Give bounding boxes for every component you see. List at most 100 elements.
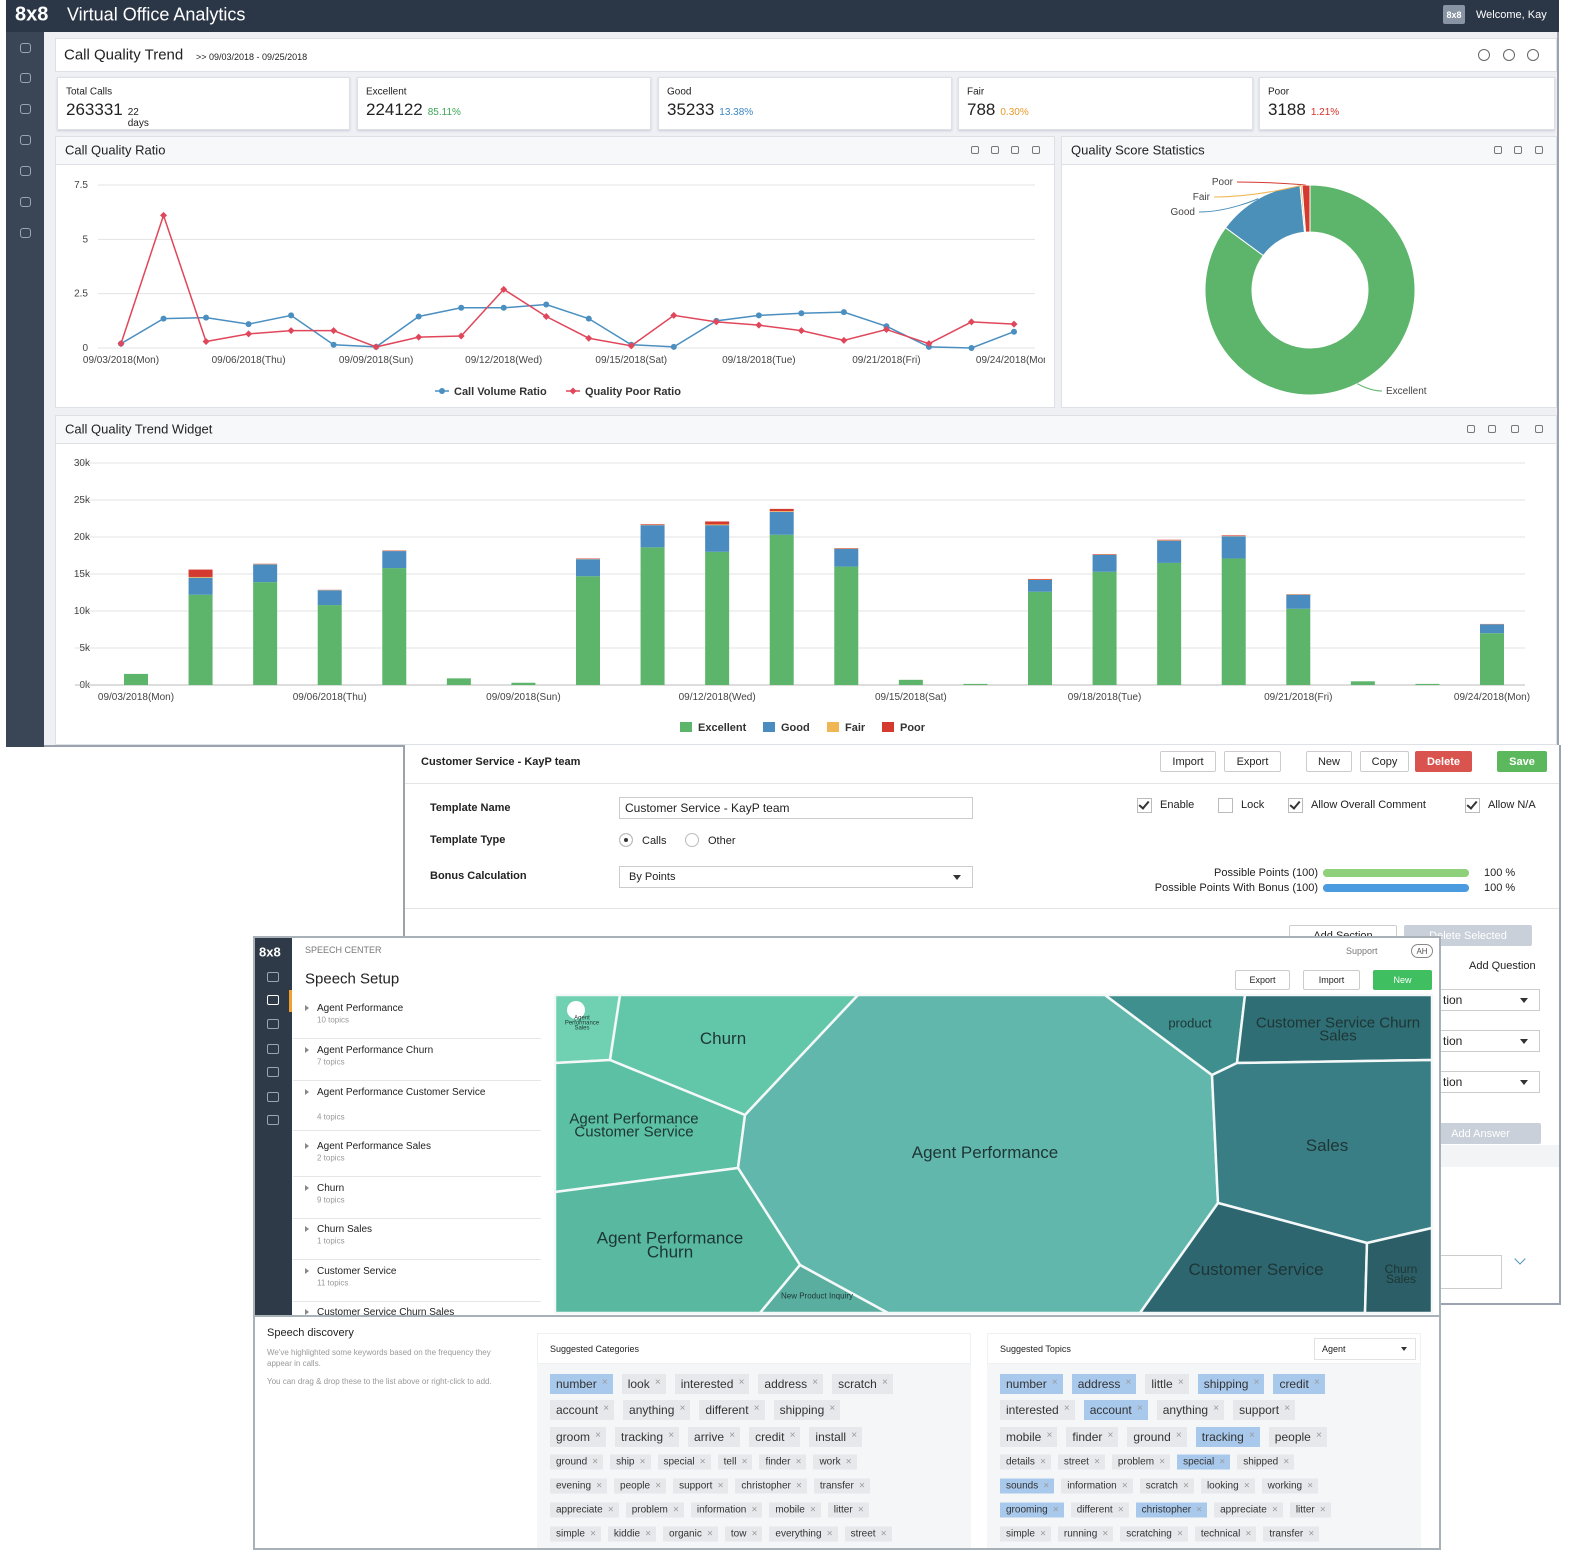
- treemap-label[interactable]: Agent Performance Sales: [564, 1015, 600, 1032]
- tag[interactable]: number: [550, 1374, 613, 1394]
- tag[interactable]: problem: [625, 1502, 684, 1518]
- tag[interactable]: appreciate: [1214, 1502, 1283, 1518]
- tag[interactable]: information: [1061, 1478, 1133, 1494]
- tag[interactable]: information: [690, 1502, 763, 1518]
- tag[interactable]: special: [1177, 1454, 1231, 1470]
- tag[interactable]: anything: [1156, 1400, 1225, 1420]
- tag[interactable]: anything: [623, 1400, 691, 1420]
- tag[interactable]: running: [1057, 1526, 1114, 1542]
- tag[interactable]: mobile: [769, 1502, 821, 1518]
- tag[interactable]: interested: [1000, 1400, 1075, 1420]
- tag[interactable]: transfer: [813, 1478, 870, 1494]
- treemap-label[interactable]: Churn Sales: [1384, 1261, 1418, 1286]
- tag[interactable]: people: [1268, 1427, 1327, 1447]
- tag[interactable]: evening: [550, 1478, 608, 1494]
- tag[interactable]: shipped: [1237, 1454, 1295, 1470]
- tag[interactable]: different: [699, 1400, 765, 1420]
- button[interactable]: Import: [1160, 751, 1216, 772]
- tag[interactable]: litter: [827, 1502, 869, 1518]
- tag[interactable]: sounds: [1000, 1478, 1055, 1494]
- tag[interactable]: support: [673, 1478, 729, 1494]
- list-name[interactable]: Agent Performance Customer Service: [317, 1087, 486, 1098]
- treemap-label[interactable]: Agent Performance Customer Service: [569, 1110, 699, 1140]
- treemap-label[interactable]: Customer Service: [1188, 1259, 1324, 1279]
- tag[interactable]: arrive: [688, 1427, 741, 1447]
- tag[interactable]: ground: [1127, 1427, 1187, 1447]
- tag[interactable]: install: [809, 1427, 863, 1447]
- tag[interactable]: kiddie: [607, 1526, 657, 1542]
- tag[interactable]: street: [844, 1526, 892, 1542]
- tag[interactable]: organic: [663, 1526, 718, 1542]
- tag[interactable]: interested: [674, 1374, 750, 1394]
- tag[interactable]: grooming: [1000, 1502, 1064, 1518]
- treemap-label[interactable]: Sales: [1305, 1135, 1349, 1155]
- button[interactable]: Import: [1303, 970, 1360, 990]
- tag[interactable]: credit: [749, 1427, 801, 1447]
- tag[interactable]: technical: [1194, 1526, 1257, 1542]
- treemap-label[interactable]: New Product Inquiry: [780, 1291, 854, 1301]
- button[interactable]: Export: [1235, 970, 1290, 990]
- tag[interactable]: shipping: [773, 1400, 841, 1420]
- tag[interactable]: litter: [1289, 1502, 1331, 1518]
- button[interactable]: Export: [1224, 751, 1281, 772]
- tag[interactable]: looking: [1200, 1478, 1255, 1494]
- tag[interactable]: scratch: [832, 1374, 893, 1394]
- tag[interactable]: appreciate: [550, 1502, 619, 1518]
- tag[interactable]: finder: [1066, 1427, 1119, 1447]
- button[interactable]: Delete: [1415, 751, 1472, 772]
- tag[interactable]: tow: [724, 1526, 763, 1542]
- tag[interactable]: ground: [550, 1454, 604, 1470]
- tag[interactable]: mobile: [1000, 1427, 1058, 1447]
- button[interactable]: New: [1373, 970, 1432, 990]
- tag[interactable]: account: [1083, 1400, 1148, 1420]
- tag[interactable]: support: [1233, 1400, 1296, 1420]
- list-name[interactable]: Customer Service: [317, 1266, 397, 1277]
- tag[interactable]: people: [614, 1478, 667, 1494]
- tag[interactable]: details: [1000, 1454, 1051, 1470]
- list-name[interactable]: Churn: [317, 1183, 345, 1194]
- tag[interactable]: problem: [1111, 1454, 1171, 1470]
- tag[interactable]: different: [1070, 1502, 1129, 1518]
- list-name[interactable]: Agent Performance Churn: [317, 1045, 434, 1056]
- tag[interactable]: account: [550, 1400, 615, 1420]
- tag[interactable]: address: [1071, 1374, 1137, 1394]
- tag[interactable]: transfer: [1263, 1526, 1320, 1542]
- tag[interactable]: christopher: [735, 1478, 807, 1494]
- treemap-label[interactable]: Agent Performance Churn: [596, 1228, 744, 1262]
- button[interactable]: Add Answer: [1420, 1123, 1541, 1144]
- tag[interactable]: simple: [1000, 1526, 1051, 1542]
- tag[interactable]: number: [1000, 1374, 1063, 1394]
- tag[interactable]: street: [1057, 1454, 1105, 1470]
- button[interactable]: Copy: [1360, 751, 1409, 772]
- tag[interactable]: tracking: [615, 1427, 680, 1447]
- tag[interactable]: look: [621, 1374, 666, 1394]
- list-name[interactable]: Agent Performance Sales: [317, 1141, 431, 1152]
- tag[interactable]: tell: [717, 1454, 753, 1470]
- list-name[interactable]: Agent Performance: [317, 1003, 404, 1014]
- tag[interactable]: finder: [759, 1454, 807, 1470]
- tag[interactable]: groom: [550, 1427, 607, 1447]
- tag[interactable]: special: [657, 1454, 711, 1470]
- tag[interactable]: little: [1145, 1374, 1189, 1394]
- tag[interactable]: shipping: [1197, 1374, 1265, 1394]
- tag[interactable]: working: [1261, 1478, 1319, 1494]
- treemap-label[interactable]: product: [1168, 1015, 1212, 1031]
- tag[interactable]: ship: [610, 1454, 651, 1470]
- treemap-label[interactable]: Churn: [699, 1028, 747, 1048]
- tag[interactable]: tracking: [1195, 1427, 1260, 1447]
- tag[interactable]: scratch: [1139, 1478, 1194, 1494]
- treemap-label[interactable]: Agent Performance: [911, 1142, 1059, 1162]
- tag[interactable]: everything: [769, 1526, 838, 1542]
- tag[interactable]: scratching: [1120, 1526, 1188, 1542]
- avatar[interactable]: AH: [1411, 944, 1433, 958]
- list-name[interactable]: Churn Sales: [317, 1224, 373, 1235]
- button[interactable]: Save: [1497, 751, 1547, 772]
- tag[interactable]: address: [758, 1374, 824, 1394]
- tag[interactable]: work: [813, 1454, 857, 1470]
- tag[interactable]: credit: [1273, 1374, 1325, 1394]
- tag[interactable]: simple: [550, 1526, 601, 1542]
- button[interactable]: New: [1306, 751, 1352, 772]
- treemap-label[interactable]: Customer Service Churn Sales: [1255, 1014, 1421, 1044]
- list-name[interactable]: Customer Service Churn Sales: [317, 1307, 455, 1318]
- tag[interactable]: christopher: [1135, 1502, 1208, 1518]
